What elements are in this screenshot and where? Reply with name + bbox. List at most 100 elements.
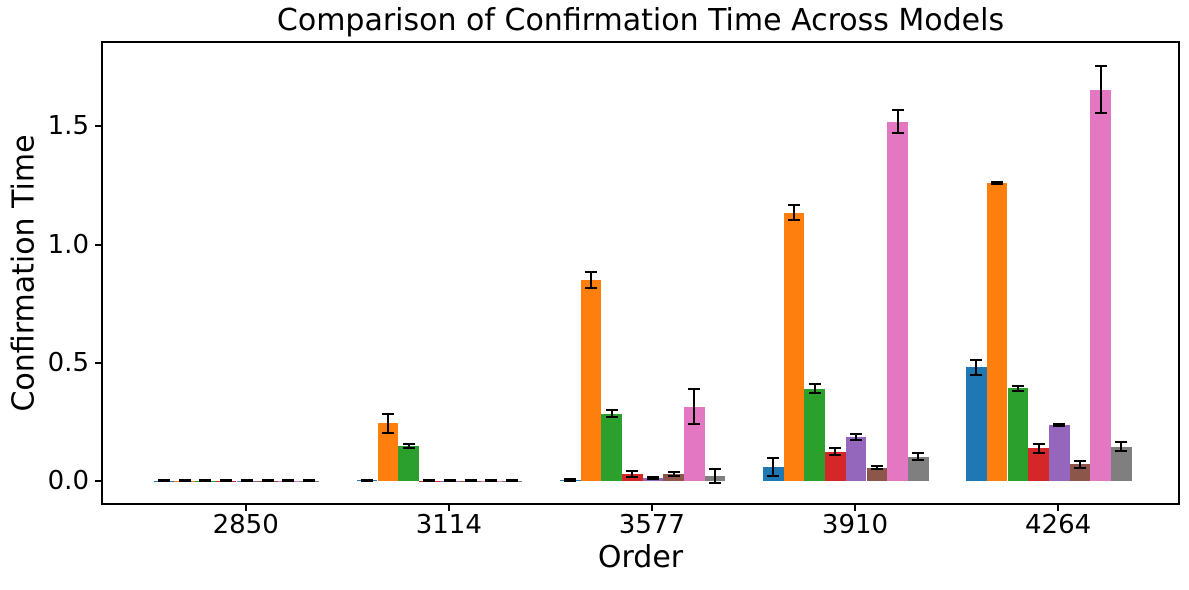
- errorbar-cap-top-green-3114: [402, 443, 415, 446]
- x-tick-label-3577: 3577: [618, 510, 685, 540]
- errorbar-cap-top-orange-3114: [381, 412, 394, 415]
- chart-title: Comparison of Confirmation Time Across M…: [276, 3, 1005, 38]
- errorbar-brown-3910: [875, 466, 878, 470]
- errorbar-brown-3577: [672, 472, 675, 477]
- errorbar-cap-top-pink-3910: [891, 109, 904, 112]
- bar-gray-3910: [907, 456, 929, 481]
- y-tick-mark-0.5: [95, 361, 103, 364]
- errorbar-cap-bottom-purple-3577: [647, 478, 660, 481]
- bar-red-3910: [825, 451, 846, 481]
- errorbar-cap-bottom-blue-3910: [767, 475, 780, 478]
- errorbar-blue-4264: [975, 360, 978, 375]
- errorbar-cap-bottom-gray-3114: [506, 480, 519, 482]
- errorbar-cap-top-gray-4264: [1115, 441, 1128, 444]
- x-tick-label-3910: 3910: [821, 510, 889, 540]
- errorbar-orange-3114: [386, 413, 389, 433]
- errorbar-cap-top-green-4264: [1011, 384, 1024, 387]
- errorbar-red-4264: [1037, 444, 1040, 453]
- bar-purple-3910: [845, 437, 867, 481]
- y-tick-mark-0.0: [95, 480, 103, 482]
- errorbar-cap-top-orange-3577: [584, 270, 597, 273]
- errorbar-orange-3910: [793, 205, 796, 221]
- errorbar-cap-bottom-pink-3577: [688, 422, 701, 425]
- errorbar-green-4264: [1016, 385, 1019, 391]
- x-tick-mark-4264: [1057, 503, 1060, 511]
- y-tick-label-1.5: 1.5: [47, 111, 89, 142]
- errorbar-purple-4264: [1058, 423, 1061, 427]
- errorbar-cap-bottom-pink-4264: [1094, 112, 1107, 115]
- bar-green-4264: [1007, 388, 1029, 481]
- errorbar-cap-bottom-pink-2850: [282, 480, 295, 482]
- errorbar-cap-top-brown-3577: [667, 471, 680, 474]
- errorbar-cap-bottom-blue-3114: [361, 479, 374, 482]
- bar-pink-3577: [684, 406, 705, 481]
- errorbar-cap-top-red-3577: [626, 470, 639, 473]
- bar-pink-3910: [887, 121, 908, 481]
- bar-green-3910: [804, 388, 826, 481]
- errorbar-green-3910: [813, 384, 816, 394]
- errorbar-cap-bottom-red-3910: [829, 454, 842, 457]
- errorbar-orange-4264: [996, 181, 999, 185]
- bar-green-3114: [398, 445, 419, 481]
- y-tick-label-1.0: 1.0: [47, 229, 89, 260]
- errorbar-cap-top-green-3577: [605, 409, 618, 412]
- x-tick-label-2850: 2850: [212, 510, 279, 540]
- x-tick-mark-3577: [650, 503, 653, 511]
- errorbar-cap-top-gray-3910: [912, 452, 925, 455]
- x-tick-mark-3114: [447, 503, 450, 511]
- errorbar-cap-bottom-purple-2850: [240, 480, 253, 482]
- errorbar-red-3910: [834, 448, 837, 456]
- errorbar-purple-3910: [855, 434, 858, 441]
- errorbar-cap-bottom-gray-4264: [1115, 449, 1128, 452]
- bar-purple-4264: [1048, 424, 1070, 481]
- bar-orange-3577: [580, 279, 602, 481]
- bar-brown-3910: [866, 467, 888, 481]
- bar-brown-3577: [663, 474, 685, 481]
- errorbar-red-3577: [631, 471, 634, 477]
- errorbar-gray-3910: [917, 453, 920, 460]
- errorbar-cap-top-brown-4264: [1073, 460, 1086, 463]
- errorbar-cap-bottom-blue-3577: [564, 479, 577, 482]
- errorbar-cap-bottom-orange-3114: [381, 431, 394, 434]
- errorbar-brown-4264: [1078, 461, 1081, 468]
- errorbar-cap-top-orange-4264: [991, 180, 1004, 183]
- bar-blue-4264: [966, 367, 987, 481]
- errorbar-cap-bottom-green-3114: [402, 446, 415, 449]
- errorbar-cap-bottom-green-2850: [199, 480, 212, 482]
- x-tick-mark-2850: [244, 503, 247, 511]
- errorbar-green-3114: [407, 444, 410, 448]
- errorbar-cap-top-purple-4264: [1053, 422, 1066, 425]
- errorbar-cap-top-purple-3577: [647, 476, 660, 479]
- errorbar-cap-top-pink-3577: [688, 388, 701, 391]
- errorbar-cap-bottom-orange-4264: [991, 183, 1004, 186]
- bar-orange-3910: [783, 212, 805, 481]
- errorbar-cap-bottom-purple-4264: [1053, 425, 1066, 428]
- errorbar-gray-3577: [714, 468, 717, 483]
- x-axis-label: Order: [597, 540, 684, 575]
- bar-green-3577: [601, 413, 622, 481]
- errorbar-cap-top-red-4264: [1032, 443, 1045, 446]
- errorbar-cap-bottom-brown-4264: [1073, 466, 1086, 469]
- bar-orange-4264: [986, 183, 1008, 481]
- errorbar-cap-bottom-green-4264: [1011, 389, 1024, 392]
- errorbar-cap-top-blue-3577: [564, 478, 577, 481]
- errorbar-cap-top-blue-3910: [767, 457, 780, 460]
- bar-orange-3114: [377, 423, 399, 481]
- errorbar-cap-bottom-pink-3910: [891, 131, 904, 134]
- y-tick-label-0.5: 0.5: [47, 347, 89, 378]
- errorbar-cap-top-green-3910: [808, 383, 821, 386]
- errorbar-cap-top-blue-4264: [970, 359, 983, 362]
- errorbar-green-3577: [610, 410, 613, 418]
- errorbar-cap-bottom-green-3910: [808, 392, 821, 395]
- errorbar-cap-bottom-gray-3577: [709, 481, 722, 484]
- errorbar-cap-bottom-gray-2850: [302, 480, 315, 482]
- errorbar-cap-bottom-brown-3577: [667, 475, 680, 478]
- errorbar-cap-top-orange-3910: [788, 204, 801, 206]
- errorbar-orange-3577: [589, 271, 592, 289]
- errorbar-cap-top-brown-3910: [870, 465, 883, 468]
- x-tick-label-3114: 3114: [415, 510, 482, 540]
- errorbar-pink-4264: [1099, 65, 1102, 114]
- errorbar-pink-3910: [896, 110, 899, 133]
- errorbar-cap-bottom-gray-3910: [912, 458, 925, 461]
